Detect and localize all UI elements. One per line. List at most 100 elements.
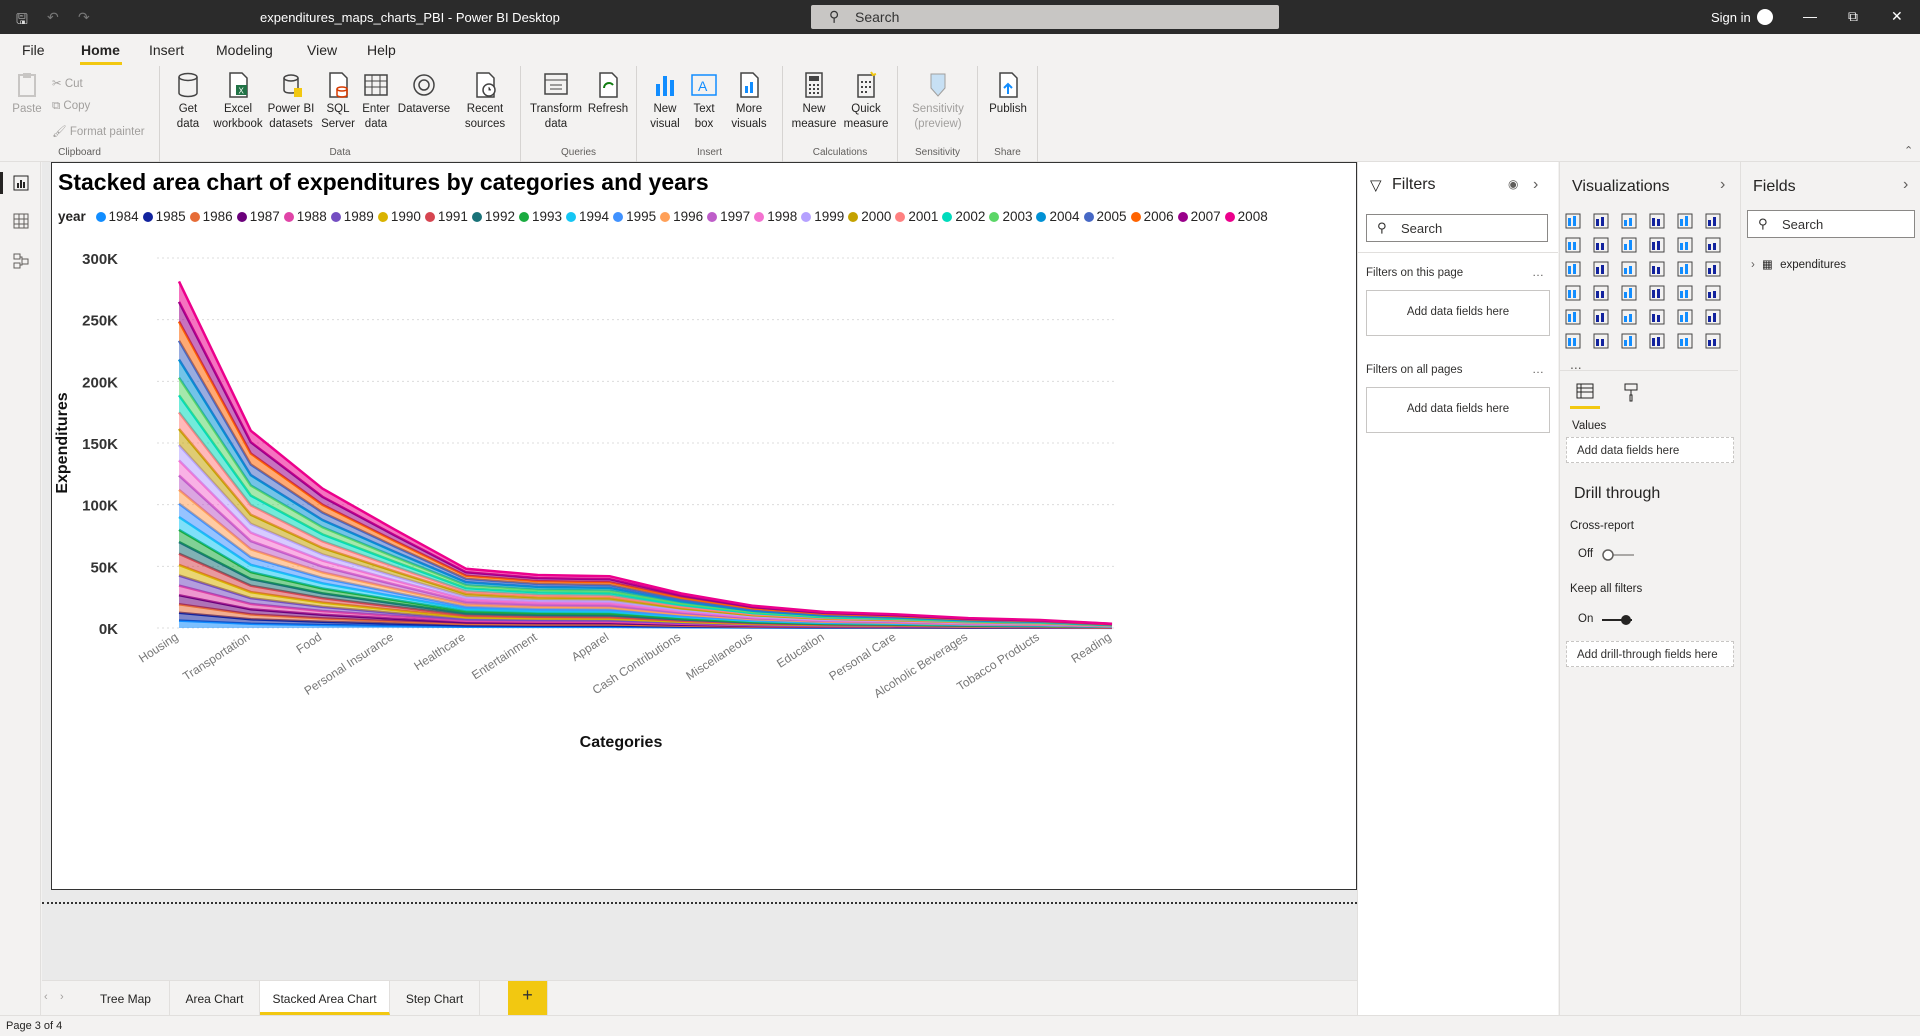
add-page-button[interactable]: +: [508, 981, 548, 1015]
legend-item[interactable]: 1998: [754, 209, 797, 224]
collapse-filters-icon[interactable]: ›: [1533, 176, 1539, 193]
funnel-icon[interactable]: [1592, 260, 1612, 280]
line-column-icon[interactable]: [1648, 236, 1668, 256]
fields-search[interactable]: ⚲ Search: [1747, 210, 1915, 238]
fields-well-icon[interactable]: [1574, 382, 1596, 402]
stacked-bar-icon[interactable]: [1564, 212, 1584, 232]
key-influencers-icon[interactable]: [1704, 308, 1724, 328]
model-view-icon[interactable]: [12, 252, 30, 270]
ribbon-icon[interactable]: [1704, 236, 1724, 256]
multi-row-card-icon[interactable]: [1676, 284, 1696, 304]
menu-modeling[interactable]: Modeling: [216, 42, 273, 58]
sql-server-button[interactable]: SQL Server: [318, 70, 358, 132]
redo-icon[interactable]: ↷: [78, 9, 90, 25]
legend-item[interactable]: 1988: [283, 209, 327, 224]
next-page-icon[interactable]: ›: [60, 991, 64, 1003]
legend-item[interactable]: 2004: [1036, 209, 1080, 224]
legend-item[interactable]: 2007: [1177, 209, 1221, 224]
legend-item[interactable]: 1999: [801, 209, 844, 224]
legend-item[interactable]: 1985: [142, 209, 186, 224]
legend-item[interactable]: 2003: [989, 209, 1032, 224]
cross-report-toggle[interactable]: [1602, 549, 1636, 561]
legend-item[interactable]: 1997: [707, 209, 750, 224]
collapse-fields-icon[interactable]: ›: [1903, 176, 1909, 193]
filters-page-well[interactable]: Add data fields here: [1366, 290, 1550, 336]
table-icon[interactable]: [1592, 308, 1612, 328]
new-visual-button[interactable]: New visual: [645, 70, 685, 132]
transform-data-button[interactable]: Transform data: [527, 70, 585, 132]
dataverse-button[interactable]: Dataverse: [396, 70, 452, 117]
legend-item[interactable]: 2005: [1083, 209, 1127, 224]
undo-icon[interactable]: ↶: [47, 9, 59, 25]
decomposition-tree-icon[interactable]: [1564, 332, 1584, 352]
smart-narrative-icon[interactable]: [1620, 332, 1640, 352]
menu-home[interactable]: Home: [81, 42, 120, 58]
legend-item[interactable]: 2001: [895, 209, 938, 224]
more-options-icon[interactable]: …: [1532, 265, 1544, 279]
legend-item[interactable]: 2008: [1224, 209, 1268, 224]
sign-in-link[interactable]: Sign in: [1711, 10, 1751, 25]
legend-item[interactable]: 1992: [471, 209, 515, 224]
menu-file[interactable]: File: [22, 42, 45, 58]
text-box-button[interactable]: A Text box: [687, 70, 721, 132]
waterfall-icon[interactable]: [1564, 260, 1584, 280]
eye-icon[interactable]: ◉: [1508, 177, 1519, 191]
minimize-icon[interactable]: —: [1803, 8, 1817, 24]
legend-item[interactable]: 1990: [377, 209, 421, 224]
gauge-icon[interactable]: [1620, 284, 1640, 304]
legend-item[interactable]: 1994: [566, 209, 609, 224]
enter-data-button[interactable]: Enter data: [358, 70, 394, 132]
save-icon[interactable]: 🖫: [16, 11, 28, 27]
matrix-icon[interactable]: [1620, 308, 1640, 328]
recent-sources-button[interactable]: Recent sources: [452, 70, 518, 132]
stacked-area-chart-visual[interactable]: Stacked area chart of expenditures by ca…: [51, 162, 1357, 890]
stacked-column-icon[interactable]: [1592, 212, 1612, 232]
more-visuals-dots[interactable]: ...: [1570, 356, 1582, 372]
slicer-icon[interactable]: [1564, 308, 1584, 328]
legend-item[interactable]: 2002: [942, 209, 985, 224]
collapse-visualizations-icon[interactable]: ›: [1720, 176, 1726, 193]
legend-item[interactable]: 1987: [236, 209, 280, 224]
tab-step-chart[interactable]: Step Chart: [390, 981, 480, 1015]
quick-measure-button[interactable]: Quick measure: [841, 70, 891, 132]
filters-search[interactable]: ⚲ Search: [1366, 214, 1548, 242]
paginated-icon[interactable]: [1648, 332, 1668, 352]
publish-button[interactable]: Publish: [986, 70, 1030, 117]
kpi-icon[interactable]: [1704, 284, 1724, 304]
stacked-area-icon[interactable]: [1620, 236, 1640, 256]
line-clustered-icon[interactable]: [1676, 236, 1696, 256]
excel-workbook-button[interactable]: X Excel workbook: [210, 70, 266, 132]
r-script-icon[interactable]: [1648, 308, 1668, 328]
paste-button[interactable]: Paste: [10, 70, 44, 117]
menu-insert[interactable]: Insert: [149, 42, 185, 58]
data-view-icon[interactable]: [12, 212, 30, 230]
more-options-icon[interactable]: …: [1532, 362, 1544, 376]
legend-item[interactable]: 2000: [848, 209, 891, 224]
python-icon[interactable]: [1676, 308, 1696, 328]
copy-button[interactable]: ⧉ Copy: [52, 100, 90, 113]
report-view-icon[interactable]: [12, 174, 30, 192]
line-icon[interactable]: [1564, 236, 1584, 256]
format-painter-button[interactable]: 🖌 Format painter: [52, 124, 145, 138]
menu-help[interactable]: Help: [367, 42, 396, 58]
clustered-bar-icon[interactable]: [1620, 212, 1640, 232]
table-expenditures[interactable]: › ▦ expenditures: [1751, 257, 1846, 271]
legend-item[interactable]: 1986: [189, 209, 233, 224]
values-well[interactable]: Add data fields here: [1566, 437, 1734, 463]
legend-item[interactable]: 1991: [424, 209, 468, 224]
menu-view[interactable]: View: [307, 42, 338, 58]
tab-stacked-area-chart[interactable]: Stacked Area Chart: [260, 981, 390, 1015]
scatter-icon[interactable]: [1620, 260, 1640, 280]
refresh-button[interactable]: Refresh: [585, 70, 631, 117]
tab-area-chart[interactable]: Area Chart: [170, 981, 260, 1015]
power-bi-datasets-button[interactable]: Power BI datasets: [266, 70, 316, 132]
close-icon[interactable]: ✕: [1891, 8, 1903, 24]
collapse-ribbon-icon[interactable]: ⌃: [1904, 145, 1914, 157]
legend-item[interactable]: 1984: [95, 209, 139, 224]
tab-tree-map[interactable]: Tree Map: [82, 981, 170, 1015]
keep-filters-toggle[interactable]: [1600, 614, 1634, 626]
100-bar-icon[interactable]: [1676, 212, 1696, 232]
avatar[interactable]: [1757, 9, 1773, 25]
power-automate-icon[interactable]: [1704, 332, 1724, 352]
pie-icon[interactable]: [1648, 260, 1668, 280]
